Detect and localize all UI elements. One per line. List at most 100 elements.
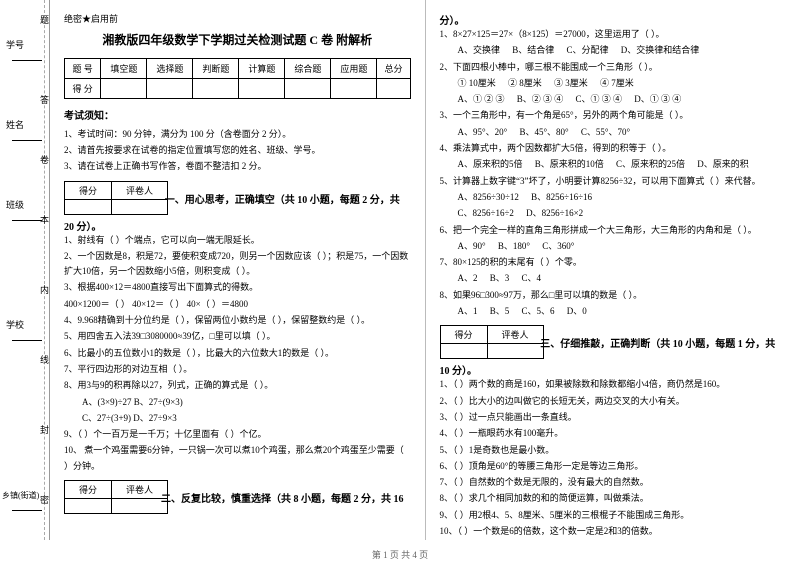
option: B、5 (490, 304, 510, 319)
notice-item: 1、考试时间：90 分钟，满分为 100 分（含卷面分 2 分）。 (64, 126, 411, 142)
question: 8、如果96□300≈97万，那么□里可以填的数是（ ）。 (440, 288, 787, 303)
page-footer: 第 1 页 共 4 页 (0, 548, 800, 561)
question: 3、一个三角形中，有一个角是65°，另外的两个角可能是（ ）。 (440, 108, 787, 123)
gutter-line (12, 510, 42, 511)
option: B、3 (490, 271, 510, 286)
notice-item: 3、请在试卷上正确书写作答，卷面不整洁扣 2 分。 (64, 158, 411, 174)
gutter-label-class: 班级 (6, 198, 24, 211)
gutter-line (12, 140, 42, 141)
option: A、2 (458, 271, 478, 286)
question: 5、计算器上数字键“3”坏了，小明要计算8256÷32，可以用下面算式（ ）来代… (440, 174, 787, 189)
option: A、1 (458, 304, 478, 319)
right-column: 分）。 1、8×27×125＝27×（8×125）＝27000，这里运用了（ ）… (426, 0, 800, 540)
notice-heading: 考试须知： (64, 107, 411, 122)
question: 9、（ ）用2根4、5、8厘米、5厘米的三根棍子不能围成三角形。 (440, 508, 787, 523)
gutter-label-town: 乡镇(街道) (2, 490, 39, 501)
question: 400×1200＝（ ） 40×12＝（ ） 40×（ ）＝4800 (64, 297, 411, 312)
mini-cell (65, 499, 112, 514)
gutter-line (12, 60, 42, 61)
option: ① 10厘米 (458, 76, 496, 91)
score-head: 应用题 (331, 59, 377, 79)
mini-cell: 得分 (65, 481, 112, 499)
question: 9、（ ）个一百万是一千万；十亿里面有（ ）个亿。 (64, 427, 411, 442)
score-head: 判断题 (193, 59, 239, 79)
question: 2、一个因数是8，积是72，要使积变成720，则另一个因数应该（ ）；积是75，… (64, 249, 411, 280)
question-opts: A、(3×9)÷27 B、27÷(9×3) (64, 395, 411, 410)
option: D、0 (567, 304, 587, 319)
question: 7、80×125的积的末尾有（ ）个零。 (440, 255, 787, 270)
option: D、原来的积 (697, 157, 749, 172)
score-head: 总分 (377, 59, 410, 79)
option: C、4 (522, 271, 542, 286)
question: 4、9.968精确到十分位约是（ ），保留两位小数约是（ ），保留整数约是（ ）… (64, 313, 411, 328)
option: B、结合律 (512, 43, 554, 58)
score-head: 填空题 (101, 59, 147, 79)
option: B、② ③ ④ (517, 92, 564, 107)
option: C、360° (542, 239, 574, 254)
question: 8、（ ）求几个相同加数的和的简便运算，叫做乘法。 (440, 491, 787, 506)
notice-item: 2、请首先按要求在试卷的指定位置填写您的姓名、班级、学号。 (64, 142, 411, 158)
option: B、45°、80° (519, 125, 568, 140)
question: 6、（ ）顶角是60°的等腰三角形一定是等边三角形。 (440, 459, 787, 474)
option: D、8256÷16×2 (526, 206, 583, 221)
section1-sub: 20 分）。 (64, 218, 411, 233)
question: 7、平行四边形的对边互相（ ）。 (64, 362, 411, 377)
section3-questions: 1、（ ）两个数的商是160，如果被除数和除数都缩小4倍，商仍然是160。 2、… (440, 377, 787, 539)
question: 3、根据400×12＝4800直接写出下面算式的得数。 (64, 280, 411, 295)
question: 4、（ ）一瓶眼药水有100毫升。 (440, 426, 787, 441)
option: D、交换律和结合律 (621, 43, 700, 58)
option: A、交换律 (458, 43, 501, 58)
score-cell (331, 79, 377, 99)
gutter-line (12, 340, 42, 341)
option: C、分配律 (567, 43, 609, 58)
option: ② 8厘米 (508, 76, 542, 91)
option: A、原来积的5倍 (458, 157, 523, 172)
option: D、① ③ ④ (634, 92, 681, 107)
score-head: 题 号 (65, 59, 101, 79)
score-head: 综合题 (285, 59, 331, 79)
question: 5、用四舍五入法39□3080000≈39亿，□里可以填（ ）。 (64, 329, 411, 344)
gutter-label-name: 姓名 (6, 118, 24, 131)
score-cell (377, 79, 410, 99)
left-column: 绝密★启用前 湘教版四年级数学下学期过关检测试题 C 卷 附解析 题 号 填空题… (50, 0, 426, 540)
question: 2、（ ）比大小的边叫做它的长短无关，两边交叉的大小有关。 (440, 394, 787, 409)
question-opts: C、27÷(3+9) D、27÷9×3 (64, 411, 411, 426)
notice-list: 1、考试时间：90 分钟，满分为 100 分（含卷面分 2 分）。 2、请首先按… (64, 126, 411, 175)
option: A、95°、20° (458, 125, 508, 140)
option: C、① ③ ④ (576, 92, 623, 107)
section3-sub: 10 分）。 (440, 362, 787, 377)
question: 8、用3与9的积再除以27，列式，正确的算式是（ ）。 (64, 378, 411, 393)
option: C、8256÷16÷2 (458, 206, 514, 221)
binding-gutter: 学号 姓名 班级 学校 乡镇(街道) 题 答 卷 本 内 线 封 密 (0, 0, 50, 540)
section2-sub: 分）。 (440, 12, 787, 27)
option: A、90° (458, 239, 486, 254)
question: 10、（ ）一个数是6的倍数，这个数一定是2和3的倍数。 (440, 524, 787, 539)
question: 1、（ ）两个数的商是160，如果被除数和除数都缩小4倍，商仍然是160。 (440, 377, 787, 392)
section2-questions: 1、8×27×125＝27×（8×125）＝27000，这里运用了（ ）。 A、… (440, 27, 787, 319)
exam-title: 湘教版四年级数学下学期过关检测试题 C 卷 附解析 (64, 31, 411, 48)
gutter-label-id: 学号 (6, 38, 24, 51)
score-head: 计算题 (239, 59, 285, 79)
option: C、55°、70° (581, 125, 630, 140)
score-cell (147, 79, 193, 99)
score-cell (285, 79, 331, 99)
question: 3、（ ）过一点只能画出一条直线。 (440, 410, 787, 425)
mini-cell: 得分 (440, 326, 487, 344)
secret-label: 绝密★启用前 (64, 12, 411, 25)
marker-table: 得分 评卷人 (64, 480, 168, 514)
dash-line (44, 0, 45, 540)
score-table: 题 号 填空题 选择题 判断题 计算题 综合题 应用题 总分 得 分 (64, 58, 411, 99)
score-cell (193, 79, 239, 99)
option: B、180° (498, 239, 530, 254)
option: A、① ② ③ (458, 92, 505, 107)
question: 5、（ ）1是奇数也是最小数。 (440, 443, 787, 458)
section1-heading: 一、用心思考，正确填空（共 10 小题，每题 2 分，共 (154, 191, 411, 206)
score-cell (101, 79, 147, 99)
question: 2、下面四根小棒中，哪三根不能围成一个三角形（ ）。 (440, 60, 787, 75)
option: A、8256÷30÷12 (458, 190, 519, 205)
question: 6、把一个完全一样的直角三角形拼成一个大三角形，大三角形的内角和是（ ）。 (440, 223, 787, 238)
score-cell: 得 分 (65, 79, 101, 99)
option: C、原来积的25倍 (616, 157, 685, 172)
option: ③ 3厘米 (554, 76, 588, 91)
option: C、5、6 (522, 304, 555, 319)
